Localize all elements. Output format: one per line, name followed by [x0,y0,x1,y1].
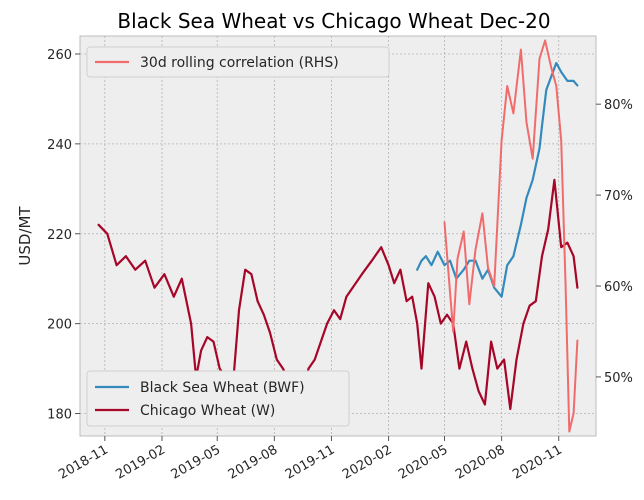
y-tick-label: 220 [47,228,72,243]
y2-tick-label: 50% [604,371,633,386]
chart-title: Black Sea Wheat vs Chicago Wheat Dec-20 [117,9,550,33]
series-lines [97,39,579,433]
legend-box [86,46,390,78]
series-line-chicago-wheat-w [97,178,579,411]
legend-label-correlation: 30d rolling correlation (RHS) [140,55,339,71]
legend-correlation: 30d rolling correlation (RHS) [86,46,390,78]
y-axis-label: USD/MT [16,206,34,266]
legend-label-bwf: Black Sea Wheat (BWF) [140,380,305,396]
right-axis: 50% 60% 70% 80% [596,98,633,386]
y2-tick-label: 80% [604,98,633,113]
y-tick-label: 180 [47,408,72,423]
left-axis: 180 200 220 240 260 [47,48,80,423]
series-line-30d-rolling-correlation-rhs [443,39,579,433]
legend-box [86,370,350,427]
y2-tick-label: 60% [604,280,633,295]
y-tick-label: 200 [47,318,72,333]
y-tick-label: 240 [47,138,72,153]
y2-tick-label: 70% [604,189,633,204]
legend-label-chicago: Chicago Wheat (W) [140,403,275,419]
y-tick-label: 260 [47,48,72,63]
legend-prices: Black Sea Wheat (BWF) Chicago Wheat (W) [86,370,350,427]
